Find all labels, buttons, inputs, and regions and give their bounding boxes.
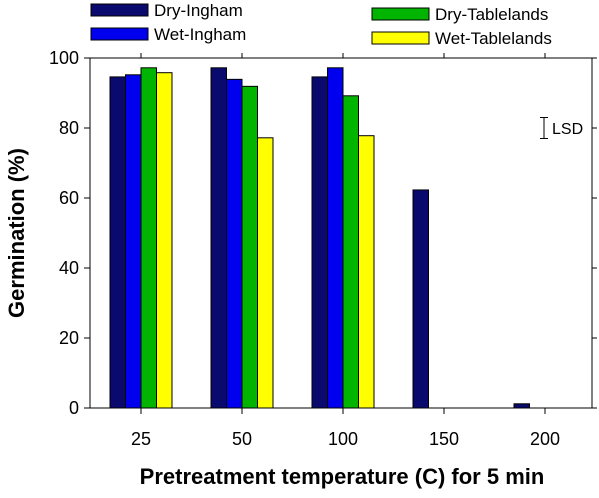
lsd-annotation: LSD [540,117,583,139]
bar-dry-ingham-100 [311,76,328,409]
bar-dry-tablelands-100 [342,95,359,409]
legend-swatch [90,3,149,17]
legend-swatch [90,27,149,41]
bar-wet-tablelands-100 [358,135,375,409]
axis-layer: 0 20 40 60 80 100 25 50 100 150 200 [49,48,597,449]
x-tick-label: 50 [232,429,252,449]
bar-dry-ingham-25 [109,76,126,409]
bars-layer [109,67,530,409]
legend-item-wet-tablelands: Wet-Tablelands [371,29,552,48]
bar-wet-ingham-100 [327,67,344,409]
y-tick-label: 0 [69,398,79,418]
x-tick-label: 25 [131,429,151,449]
legend-swatch [371,7,430,21]
legend-label: Dry-Tablelands [435,5,548,24]
y-tick-label: 100 [49,48,79,68]
legend-label: Wet-Tablelands [435,29,552,48]
y-tick-label: 60 [59,188,79,208]
x-tick-label: 150 [429,429,459,449]
legend-item-dry-ingham: Dry-Ingham [90,1,243,20]
plot-frame [89,57,593,409]
legend-label: Dry-Ingham [154,1,243,20]
legend: Dry-Ingham Wet-Ingham Dry-Tablelands Wet-Ta… [90,1,552,48]
bar-wet-tablelands-50 [257,137,274,409]
y-tick-label: 80 [59,118,79,138]
y-tick-label: 20 [59,328,79,348]
bar-wet-ingham-25 [125,74,142,409]
bar-dry-ingham-200 [513,403,530,409]
bar-wet-tablelands-25 [156,72,173,409]
x-tick-label: 200 [530,429,560,449]
bar-dry-tablelands-50 [241,85,258,409]
legend-label: Wet-Ingham [154,25,246,44]
legend-item-dry-tablelands: Dry-Tablelands [371,5,548,24]
y-axis-title: Germination (%) [4,148,29,318]
bar-wet-ingham-50 [226,78,243,409]
x-axis-title: Pretreatment temperature (C) for 5 min [140,464,545,489]
bar-dry-ingham-50 [210,67,227,409]
legend-item-wet-ingham: Wet-Ingham [90,25,246,44]
lsd-label: LSD [552,121,583,138]
legend-swatch [371,31,430,45]
y-tick-label: 40 [59,258,79,278]
bar-dry-tablelands-25 [140,67,157,409]
bar-dry-ingham-150 [412,189,429,409]
x-tick-label: 100 [328,429,358,449]
